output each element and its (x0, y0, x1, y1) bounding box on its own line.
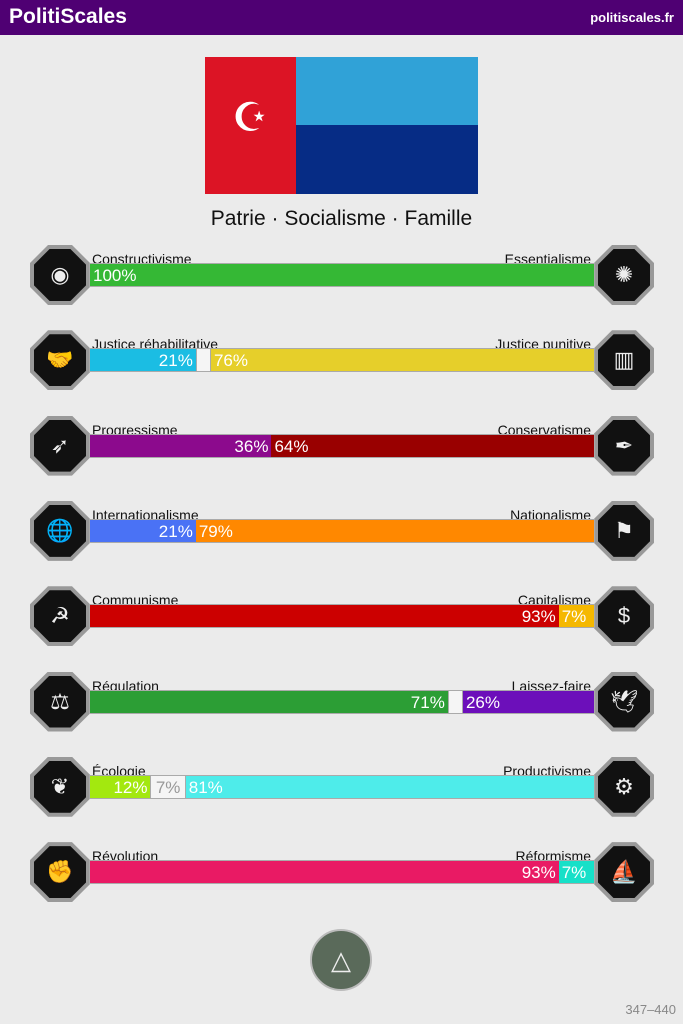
axis-row: ✊ ⛵ Révolution Réformisme 93% 7% (0, 842, 683, 918)
right-segment: 81% (185, 775, 594, 798)
left-segment: 21% (90, 349, 196, 372)
neutral-segment: 7% (150, 775, 186, 798)
app-title[interactable]: PolitiScales (9, 5, 127, 28)
left-segment: 93% (90, 605, 559, 628)
left-segment: 93% (90, 861, 559, 884)
site-link[interactable]: politiscales.fr (590, 10, 674, 25)
axis-row: ⚖ 🕊 Régulation Laissez-faire 71% 26% (0, 671, 683, 748)
axis-bar: 12% 7% 81% (89, 774, 595, 799)
axis-bar: 21% 76% (89, 348, 595, 373)
illuminati-badge-icon: △ (310, 929, 372, 991)
right-axis-icon: ✺ (594, 245, 654, 305)
right-axis-icon: ⚙ (594, 756, 654, 817)
axis-row: ☭ $ Communisme Capitalisme 93% 7% (0, 586, 683, 662)
axis-row: 🤝 ▥ Justice réhabilitative Justice punit… (0, 330, 683, 406)
left-axis-icon: 🌐 (30, 500, 90, 561)
axis-bar: 71% 26% (89, 689, 595, 714)
left-axis-icon: ➶ (30, 415, 90, 476)
left-axis-icon: ✊ (30, 842, 90, 903)
axis-bar: 93% 7% (89, 604, 595, 629)
right-axis-icon: ▥ (594, 330, 654, 391)
left-segment: 21% (90, 519, 196, 542)
right-axis-icon: ⛵ (594, 842, 654, 903)
axis-row: ❦ ⚙ Écologie Productivisme 12% 7% 81% (0, 756, 683, 833)
left-segment: 36% (90, 434, 272, 457)
axis-row: ➶ ✒ Progressisme Conservatisme 36% 64% (0, 415, 683, 492)
axis-row: 🌐 ⚑ Internationalisme Nationalisme 21% 79… (0, 500, 683, 577)
footer-code: 347–440 (625, 1002, 676, 1017)
right-axis-icon: $ (594, 586, 654, 647)
right-segment: 64% (271, 434, 594, 457)
right-segment: 7% (558, 605, 594, 628)
left-segment: 71% (90, 690, 448, 713)
slogan: Patrie · Socialisme · Famille (210, 207, 473, 230)
right-axis-icon: ✒ (594, 415, 654, 476)
right-segment: 79% (195, 519, 594, 542)
left-axis-icon: ⚖ (30, 671, 90, 732)
flag: ☪ (205, 57, 478, 194)
axis-bar: 100% (89, 263, 595, 287)
axis-row: ◉ ✺ Constructivisme Essentialisme 100% (0, 245, 683, 321)
header: PolitiScales politiscales.fr (0, 0, 683, 35)
right-segment: 7% (558, 861, 594, 884)
neutral-segment (447, 690, 463, 713)
left-axis-icon: ◉ (30, 245, 90, 305)
left-axis-icon: ☭ (30, 586, 90, 647)
axis-bar: 21% 79% (89, 518, 595, 543)
left-axis-icon: ❦ (30, 756, 90, 817)
right-axis-icon: ⚑ (594, 500, 654, 561)
left-segment: 12% (90, 775, 151, 798)
right-segment: 76% (210, 349, 594, 372)
axis-bar: 93% 7% (89, 860, 595, 885)
hammer-sickle-icon: ☪ (232, 96, 268, 140)
right-segment: 26% (462, 690, 594, 713)
neutral-segment (195, 349, 211, 372)
right-axis-icon: 🕊 (594, 671, 654, 732)
axis-bar: 36% 64% (89, 433, 595, 458)
left-segment: 100% (90, 264, 594, 286)
left-axis-icon: 🤝 (30, 330, 90, 391)
